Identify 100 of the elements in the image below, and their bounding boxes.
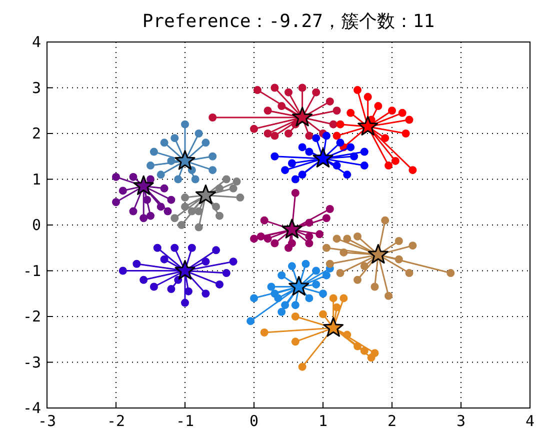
point — [284, 130, 292, 138]
point — [167, 156, 176, 165]
point — [384, 162, 393, 170]
point — [384, 292, 393, 300]
point — [394, 255, 403, 264]
point — [305, 148, 314, 156]
point — [281, 166, 290, 174]
point — [305, 232, 314, 240]
x-tick-label: -2 — [106, 412, 126, 430]
point — [305, 294, 314, 302]
point — [170, 134, 179, 142]
point — [350, 152, 358, 160]
y-tick-label: 4 — [32, 33, 41, 51]
point — [212, 202, 220, 211]
point — [236, 194, 244, 202]
point — [133, 175, 154, 195]
point — [112, 198, 120, 206]
point — [132, 260, 141, 268]
point — [195, 184, 216, 204]
point — [312, 266, 320, 275]
point — [329, 294, 338, 302]
point — [354, 232, 362, 240]
point — [156, 170, 165, 179]
point — [118, 186, 127, 195]
point — [305, 132, 314, 140]
point — [322, 244, 330, 252]
point — [222, 175, 230, 184]
point — [129, 207, 138, 216]
point — [256, 232, 265, 240]
point — [150, 282, 158, 291]
point — [336, 269, 344, 278]
point — [358, 116, 378, 136]
point — [312, 148, 334, 168]
point — [388, 106, 396, 115]
point — [270, 84, 279, 92]
point — [354, 276, 362, 284]
point — [284, 88, 292, 96]
point — [170, 214, 179, 222]
y-tick-label: 1 — [32, 170, 41, 188]
y-tick-label: 2 — [32, 124, 41, 142]
point — [298, 84, 306, 92]
point — [282, 218, 302, 238]
point — [202, 290, 210, 298]
point — [319, 290, 327, 298]
y-tick-label: 3 — [32, 78, 41, 97]
point — [260, 328, 268, 337]
point — [264, 130, 272, 138]
point — [129, 172, 138, 181]
point — [329, 120, 338, 128]
point — [367, 354, 376, 362]
point — [112, 172, 120, 181]
point — [167, 285, 176, 294]
point — [343, 170, 352, 179]
point — [202, 258, 210, 266]
point — [298, 362, 306, 371]
point — [246, 317, 255, 326]
point — [181, 120, 189, 128]
point — [202, 138, 210, 147]
x-tick-label: 2 — [387, 412, 397, 430]
point — [343, 330, 352, 339]
x-tick-label: 0 — [249, 412, 259, 430]
point — [160, 184, 168, 192]
point — [332, 132, 341, 140]
point — [360, 162, 368, 170]
point — [229, 258, 238, 266]
point — [332, 234, 341, 243]
y-tick-label: -1 — [22, 262, 41, 280]
y-tick-label: -2 — [22, 308, 41, 326]
point — [229, 184, 238, 192]
point — [291, 338, 300, 346]
point — [332, 162, 341, 170]
point — [194, 130, 203, 138]
point — [270, 239, 279, 248]
point — [408, 166, 417, 174]
point — [264, 106, 272, 115]
point — [184, 287, 192, 296]
point — [343, 234, 352, 243]
point — [370, 282, 379, 291]
point — [284, 244, 292, 252]
y-tick-label: 0 — [32, 216, 41, 234]
point — [302, 260, 310, 268]
point — [160, 255, 168, 264]
point — [260, 216, 268, 224]
point — [194, 207, 203, 216]
point — [212, 246, 220, 254]
point — [312, 280, 320, 288]
point — [208, 113, 217, 122]
point — [446, 269, 455, 278]
point — [326, 204, 334, 213]
point — [291, 301, 300, 310]
point — [216, 280, 224, 288]
point — [336, 138, 344, 147]
point — [164, 207, 172, 216]
y-tick-label: -4 — [22, 399, 41, 417]
point — [181, 298, 189, 307]
point — [288, 262, 296, 270]
point — [146, 162, 154, 170]
chart-title: Preference：-9.27，簇个数：11 — [142, 11, 435, 32]
point — [332, 303, 341, 312]
point — [402, 130, 410, 138]
